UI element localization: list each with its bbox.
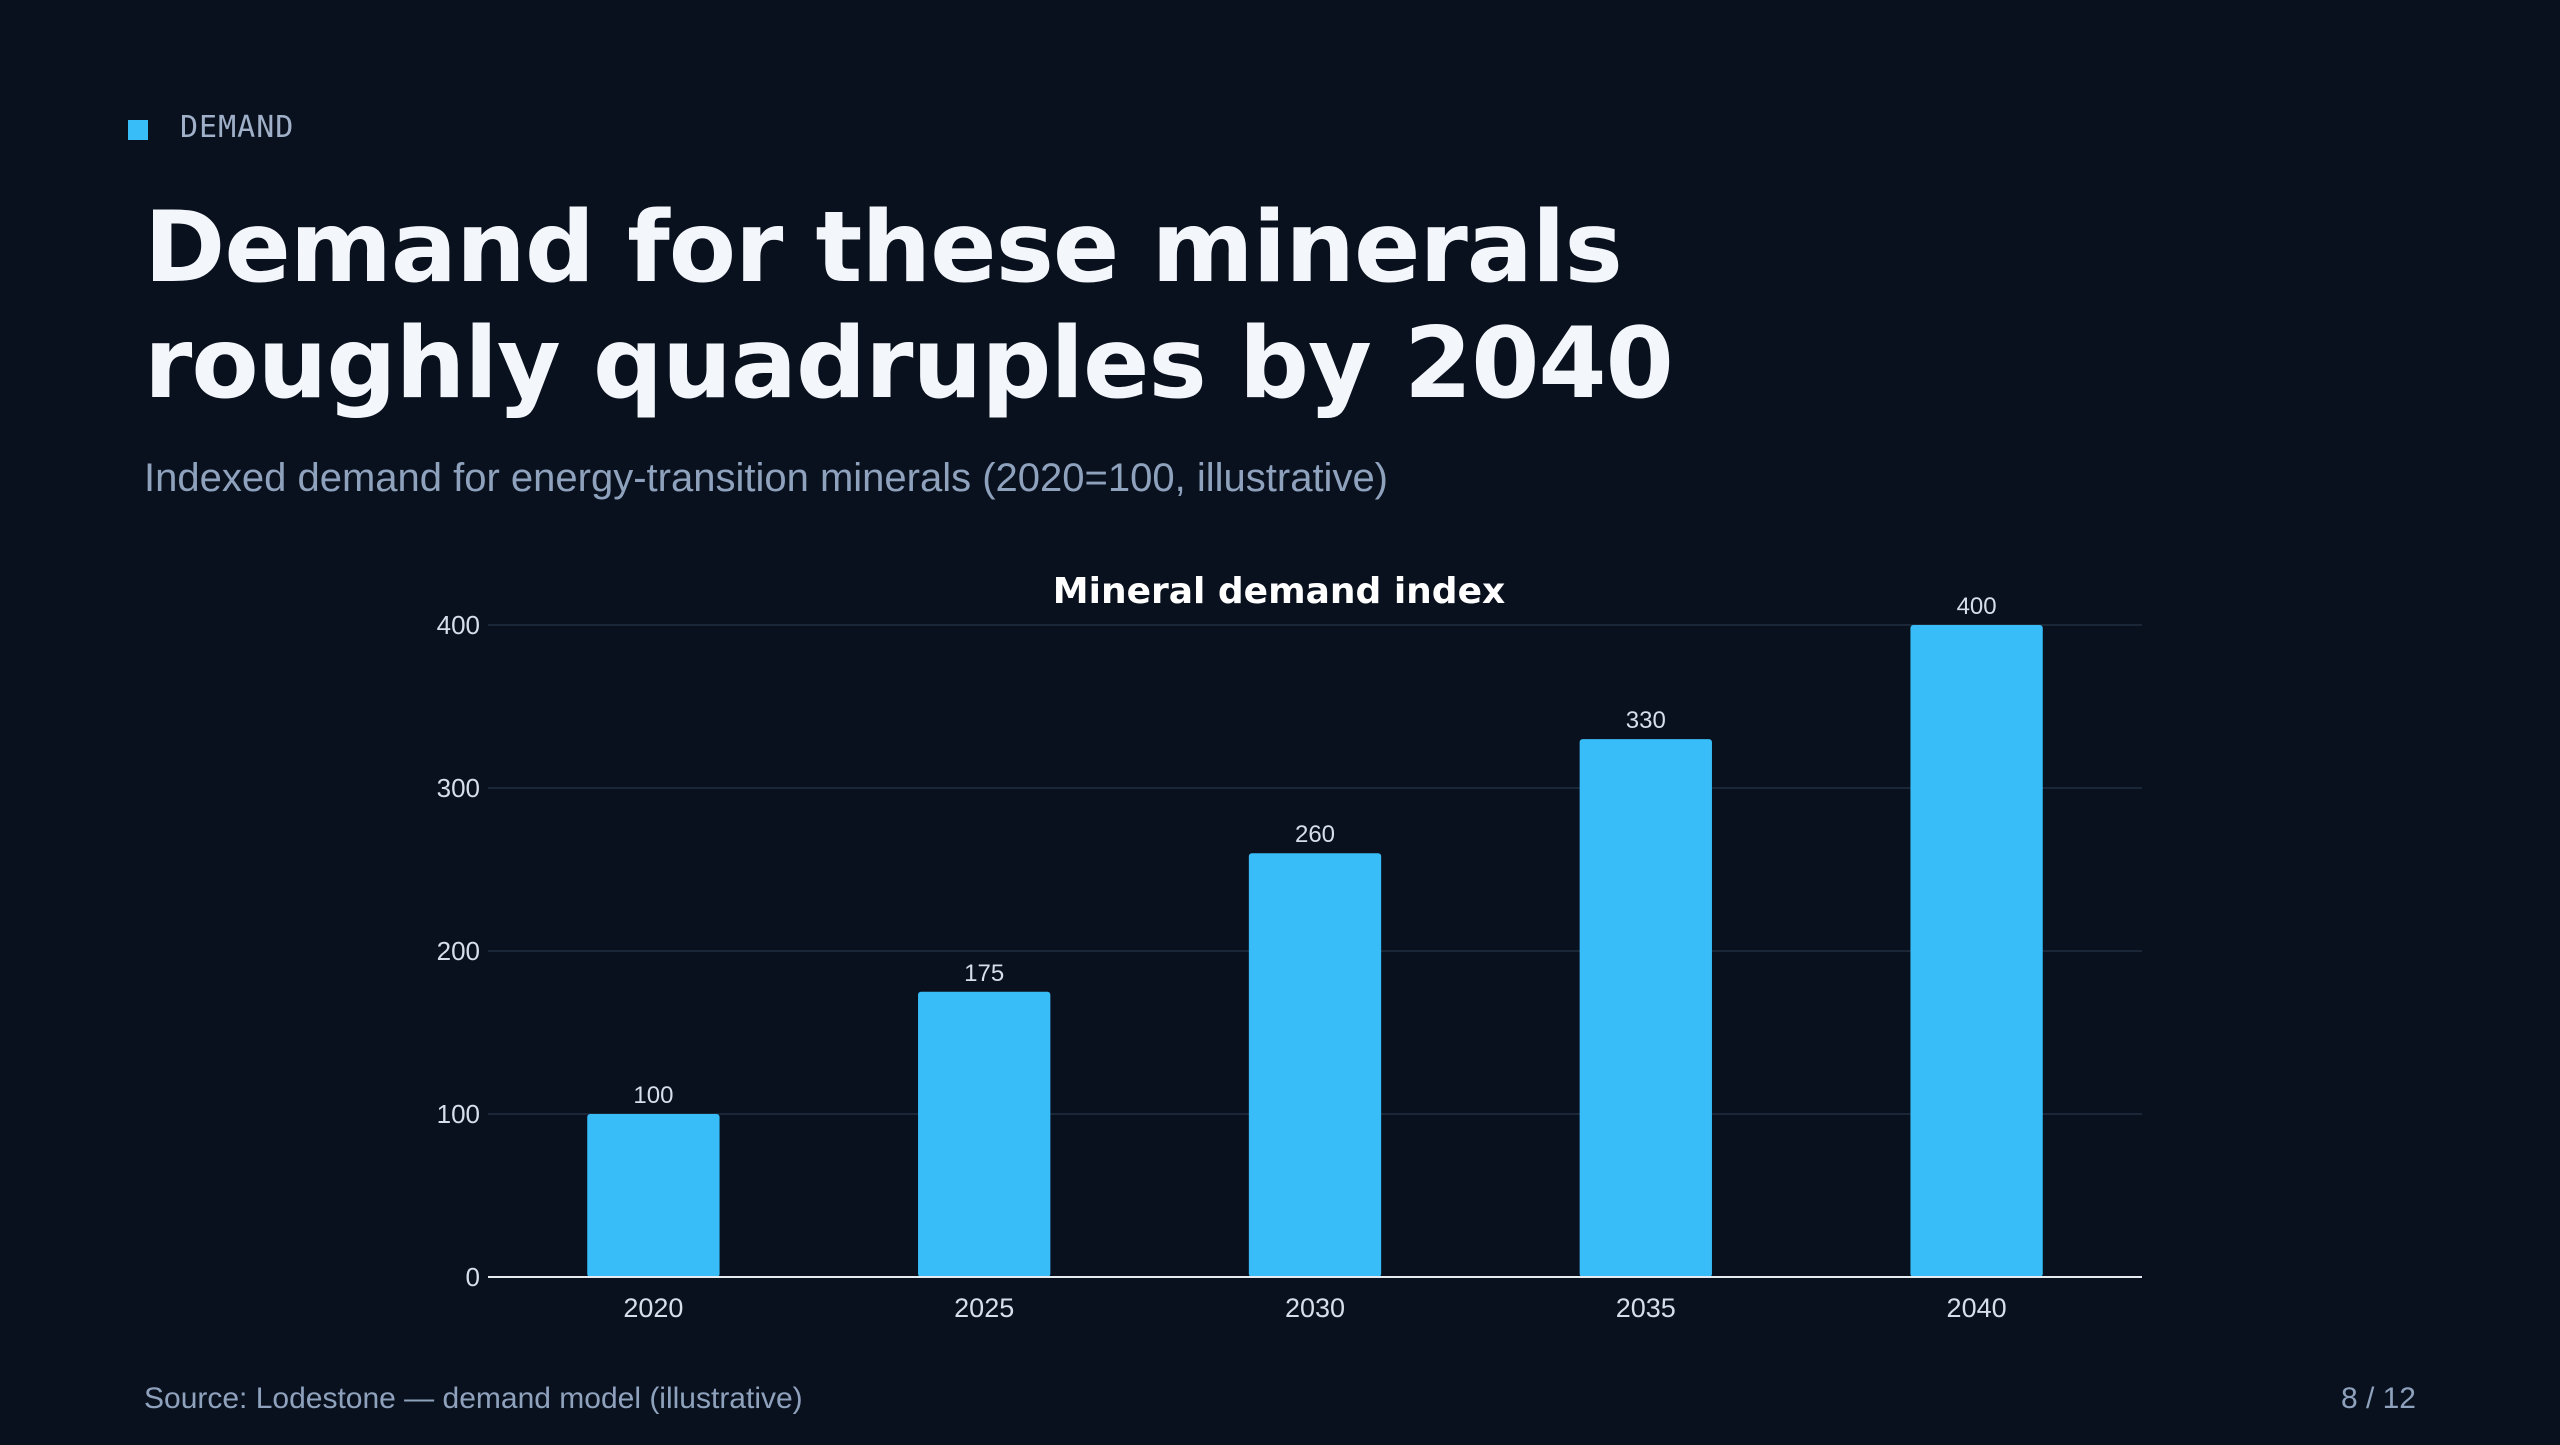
- x-tick-label: 2035: [1616, 1293, 1676, 1323]
- bar: [1248, 853, 1382, 1277]
- x-tick-label: 2040: [1947, 1293, 2007, 1323]
- x-tick-label: 2025: [954, 1293, 1014, 1323]
- x-tick-label: 2020: [623, 1293, 683, 1323]
- x-tick-label: 2030: [1285, 1293, 1345, 1323]
- bar-value-label: 100: [633, 1082, 673, 1109]
- y-tick-label: 400: [437, 610, 480, 640]
- page-title: Demand for these minerals roughly quadru…: [144, 191, 1674, 421]
- page-number: 8 / 12: [2340, 1382, 2416, 1415]
- bar: [587, 1114, 720, 1277]
- footer-source: Source: Lodestone — demand model (illust…: [144, 1382, 803, 1415]
- bar: [1910, 625, 2043, 1277]
- y-tick-label: 0: [466, 1262, 480, 1292]
- y-tick-label: 300: [437, 773, 480, 803]
- x-axis-ticks: 2020 2025 2030 2035 2040: [623, 1293, 2006, 1323]
- data-labels: 100 175 260 330 400: [633, 593, 1996, 1109]
- bar-value-label: 260: [1295, 821, 1335, 848]
- eyebrow-label: DEMAND: [180, 110, 295, 145]
- bar: [918, 991, 1051, 1277]
- page-subtitle: Indexed demand for energy-transition min…: [144, 456, 1389, 500]
- y-tick-label: 100: [437, 1099, 480, 1129]
- eyebrow: DEMAND: [128, 110, 294, 145]
- chart-title: Mineral demand index: [1053, 571, 1505, 612]
- y-axis-ticks: 0 100 200 300 400: [437, 610, 480, 1292]
- y-tick-label: 200: [437, 936, 480, 966]
- bar: [1579, 739, 1712, 1277]
- bar-value-label: 175: [964, 960, 1004, 987]
- bar-value-label: 330: [1626, 707, 1666, 734]
- eyebrow-square-icon: [128, 119, 148, 140]
- gridlines: [488, 624, 2142, 1115]
- bar-value-label: 400: [1957, 593, 1997, 620]
- bars: [587, 625, 2043, 1277]
